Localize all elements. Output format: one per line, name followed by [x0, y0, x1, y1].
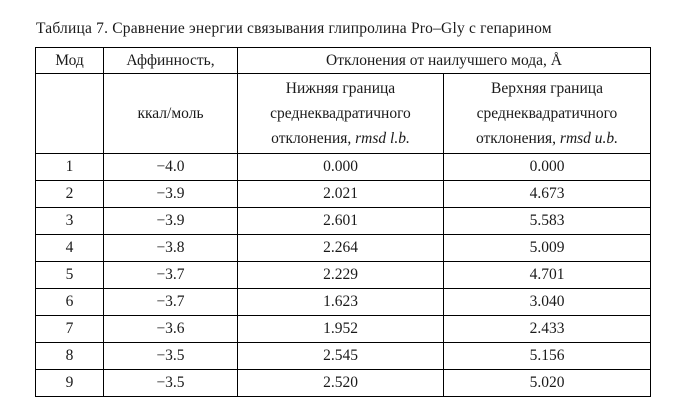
cell-affinity: −3.5 — [103, 342, 238, 370]
cell-rmsd-lb: 2.229 — [237, 261, 444, 289]
cell-affinity: −3.6 — [103, 315, 238, 343]
header-rmsd-lower-line2: среднеквадратичного — [270, 105, 411, 122]
cell-rmsd-lb: 0.000 — [237, 153, 444, 181]
header-rmsd-lower: Нижняя граница среднеквадратичного откло… — [237, 73, 444, 154]
header-rmsd-upper-line1: Верхняя граница — [491, 80, 603, 97]
table-row: 8 −3.5 2.545 5.156 — [35, 342, 651, 370]
cell-mode: 1 — [35, 153, 104, 181]
header-rmsd-lower-abbrev: rmsd l.b. — [355, 130, 410, 147]
header-rmsd-upper-line3: отклонения, rmsd u.b. — [448, 126, 646, 151]
table-row: 5 −3.7 2.229 4.701 — [35, 261, 651, 289]
table-row: 1 −4.0 0.000 0.000 — [35, 153, 651, 181]
cell-affinity: −3.5 — [103, 369, 238, 397]
cell-rmsd-ub: 0.000 — [443, 153, 651, 181]
table-row: 6 −3.7 1.623 3.040 — [35, 288, 651, 316]
cell-affinity: −3.7 — [103, 288, 238, 316]
cell-affinity: −3.9 — [103, 207, 238, 235]
cell-affinity: −3.9 — [103, 180, 238, 208]
header-row-top: Мод Аффинность, Отклонения от наилучшего… — [35, 47, 651, 74]
table-row: 4 −3.8 2.264 5.009 — [35, 234, 651, 262]
cell-rmsd-lb: 2.021 — [237, 180, 444, 208]
cell-rmsd-ub: 3.040 — [443, 288, 651, 316]
binding-energy-table: Мод Аффинность, Отклонения от наилучшего… — [35, 47, 651, 397]
header-rmsd-upper-line2: среднеквадратичного — [476, 105, 618, 122]
header-rmsd-lower-line1: Нижняя граница — [285, 80, 396, 97]
cell-rmsd-lb: 2.520 — [237, 369, 444, 397]
header-rmsd-lower-line3-text: отклонения, — [271, 130, 352, 147]
cell-rmsd-lb: 2.601 — [237, 207, 444, 235]
cell-rmsd-ub: 5.583 — [443, 207, 651, 235]
cell-affinity: −4.0 — [103, 153, 238, 181]
header-rmsd-upper-abbrev: rmsd u.b. — [559, 130, 619, 147]
cell-mode: 7 — [35, 315, 104, 343]
table-row: 9 −3.5 2.520 5.020 — [35, 369, 651, 397]
cell-rmsd-lb: 1.623 — [237, 288, 444, 316]
table-caption: Таблица 7. Сравнение энергии связывания … — [36, 20, 552, 37]
header-rmsd-upper-line3-text: отклонения, — [475, 130, 557, 147]
cell-rmsd-lb: 1.952 — [237, 315, 444, 343]
table-row: 2 −3.9 2.021 4.673 — [35, 180, 651, 208]
cell-mode: 6 — [35, 288, 104, 316]
cell-rmsd-lb: 2.545 — [237, 342, 444, 370]
table-row: 7 −3.6 1.952 2.433 — [35, 315, 651, 343]
cell-mode: 8 — [35, 342, 104, 370]
header-deviation-group: Отклонения от наилучшего мода, Å — [237, 47, 651, 74]
cell-rmsd-ub: 4.673 — [443, 180, 651, 208]
cell-affinity: −3.8 — [103, 234, 238, 262]
table-row: 3 −3.9 2.601 5.583 — [35, 207, 651, 235]
header-affinity-title: Аффинность, — [103, 47, 238, 74]
cell-rmsd-lb: 2.264 — [237, 234, 444, 262]
header-mode: Мод — [35, 47, 104, 74]
cell-mode: 9 — [35, 369, 104, 397]
cell-rmsd-ub: 4.701 — [443, 261, 651, 289]
header-rmsd-upper: Верхняя граница среднеквадратичного откл… — [443, 73, 651, 154]
cell-mode: 5 — [35, 261, 104, 289]
cell-affinity: −3.7 — [103, 261, 238, 289]
cell-mode: 2 — [35, 180, 104, 208]
cell-mode: 4 — [35, 234, 104, 262]
cell-rmsd-ub: 5.156 — [443, 342, 651, 370]
header-row-sub: ккал/моль Нижняя граница среднеквадратич… — [35, 73, 651, 154]
header-mode-empty-cell — [35, 73, 104, 154]
cell-rmsd-ub: 5.009 — [443, 234, 651, 262]
header-affinity-unit: ккал/моль — [103, 73, 238, 154]
cell-rmsd-ub: 2.433 — [443, 315, 651, 343]
cell-rmsd-ub: 5.020 — [443, 369, 651, 397]
header-rmsd-lower-line3: отклонения, rmsd l.b. — [242, 126, 439, 151]
cell-mode: 3 — [35, 207, 104, 235]
